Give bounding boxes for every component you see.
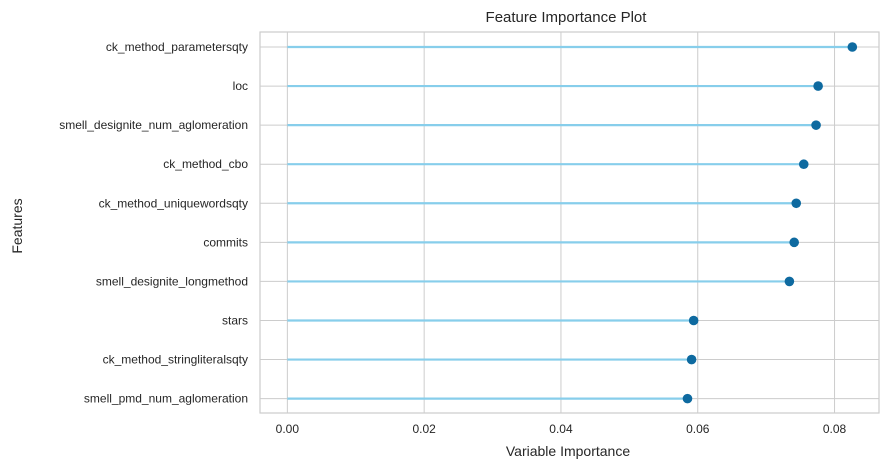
markers-layer (682, 42, 858, 404)
importance-marker (798, 159, 809, 170)
importance-marker (686, 354, 697, 365)
y-tick-label: ck_method_stringliteralsqty (103, 353, 248, 367)
y-tick-label: ck_method_uniquewordsqty (99, 196, 248, 210)
y-tick-label: ck_method_cbo (163, 157, 248, 171)
y-tick-label: ck_method_parametersqty (106, 40, 248, 54)
chart-title: Feature Importance Plot (486, 9, 648, 26)
importance-marker (688, 315, 699, 326)
x-tick-label: 0.06 (686, 422, 710, 436)
y-axis-label: Features (9, 198, 25, 253)
importance-marker (789, 237, 799, 248)
importance-marker (682, 393, 693, 404)
y-tick-label: stars (222, 313, 248, 327)
x-tick-label: 0.00 (276, 422, 300, 436)
y-tick-label: loc (233, 79, 248, 93)
importance-marker (791, 198, 802, 209)
importance-marker (784, 276, 795, 287)
plot-frame (259, 31, 880, 414)
y-tick-label: smell_designite_num_aglomeration (59, 118, 248, 132)
importance-marker (811, 120, 821, 130)
importance-marker (847, 42, 858, 52)
x-tick-label: 0.04 (549, 422, 573, 436)
y-tick-label: smell_pmd_num_aglomeration (84, 392, 248, 406)
y-tick-label: smell_designite_longmethod (96, 274, 248, 288)
x-axis-label: Variable Importance (506, 443, 630, 459)
importance-marker (813, 81, 823, 91)
stems-layer (287, 45, 853, 400)
x-tick-label: 0.08 (823, 422, 847, 436)
x-tick-label: 0.02 (412, 422, 436, 436)
grid-lines (260, 32, 879, 413)
x-tick-labels: 0.00 0.02 0.04 0.06 0.08 (276, 422, 847, 436)
y-tick-label: commits (203, 235, 248, 249)
